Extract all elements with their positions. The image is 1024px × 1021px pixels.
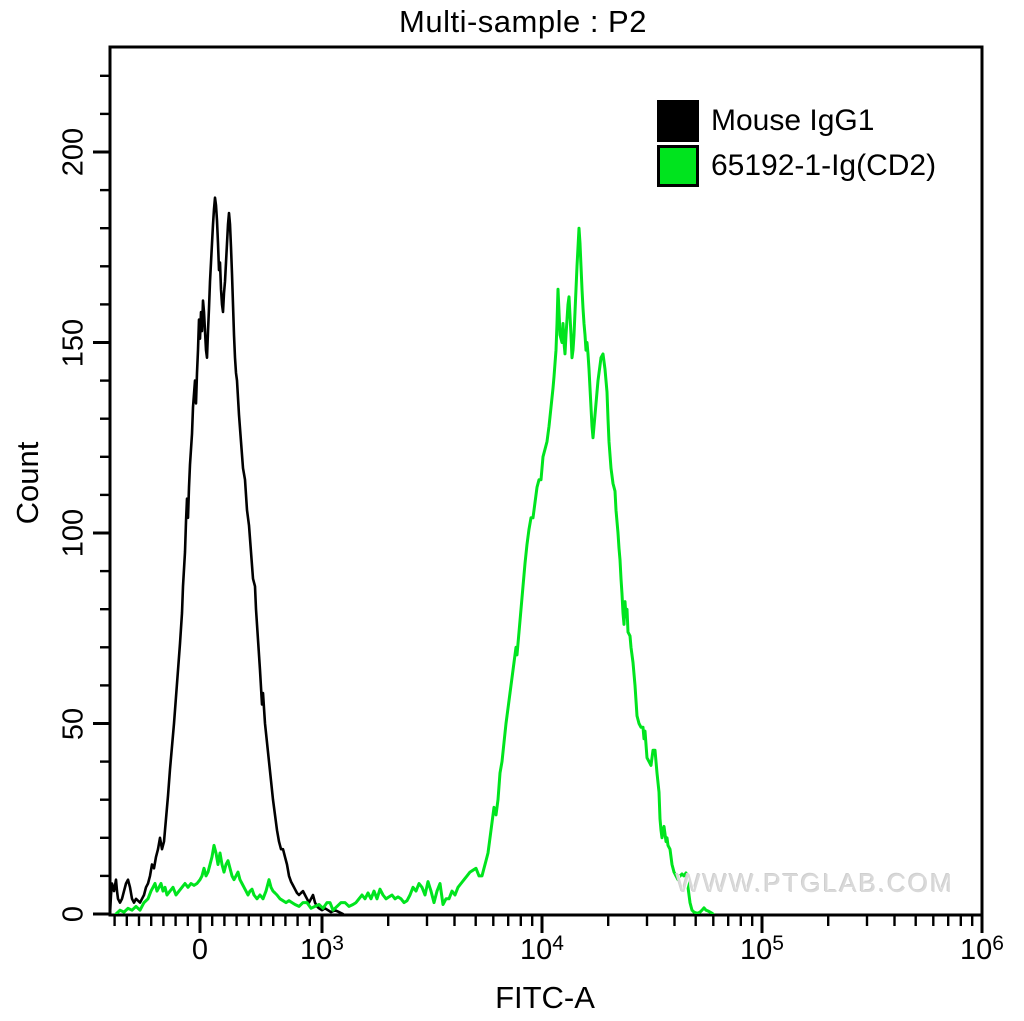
x-tick-label: 106	[960, 932, 1004, 966]
y-axis-label: Count	[10, 441, 45, 525]
y-tick-label: 150	[57, 318, 90, 367]
y-tick-label: 100	[57, 508, 90, 558]
x-tick-label: 104	[520, 932, 564, 966]
histogram-curve-mouse-igg1	[108, 196, 345, 914]
x-tick-label: 105	[740, 932, 784, 966]
legend-label: 65192-1-Ig(CD2)	[711, 149, 937, 182]
legend-swatch-green	[657, 145, 699, 187]
legend-swatch-black	[657, 100, 699, 142]
legend: Mouse IgG1 65192-1-Ig(CD2)	[657, 100, 937, 191]
x-tick-exponent: 4	[552, 932, 564, 955]
x-tick-label: 0	[191, 934, 209, 966]
legend-item-mouse-igg1: Mouse IgG1	[657, 100, 936, 142]
watermark: WWW.PTGLAB.COM	[676, 868, 954, 898]
y-tick-label: 0	[57, 905, 90, 923]
x-axis-ticks	[113, 915, 984, 933]
y-tick-label: 50	[57, 707, 90, 740]
x-tick-label: 103	[300, 932, 344, 966]
plot-frame	[108, 45, 984, 917]
x-axis-label: FITC-A	[495, 980, 595, 1015]
y-tick-label: 200	[57, 127, 90, 177]
chart-title: Multi-sample : P2	[399, 4, 647, 39]
y-axis-ticks	[93, 74, 110, 916]
x-tick-exponent: 3	[332, 932, 344, 955]
histogram-curve-65192-1-ig-cd2-	[114, 226, 715, 914]
x-tick-exponent: 6	[992, 932, 1004, 955]
x-tick-exponent: 5	[772, 932, 784, 955]
legend-label: Mouse IgG1	[711, 104, 875, 137]
legend-item-cd2: 65192-1-Ig(CD2)	[657, 145, 937, 187]
histogram-curves	[108, 196, 715, 914]
